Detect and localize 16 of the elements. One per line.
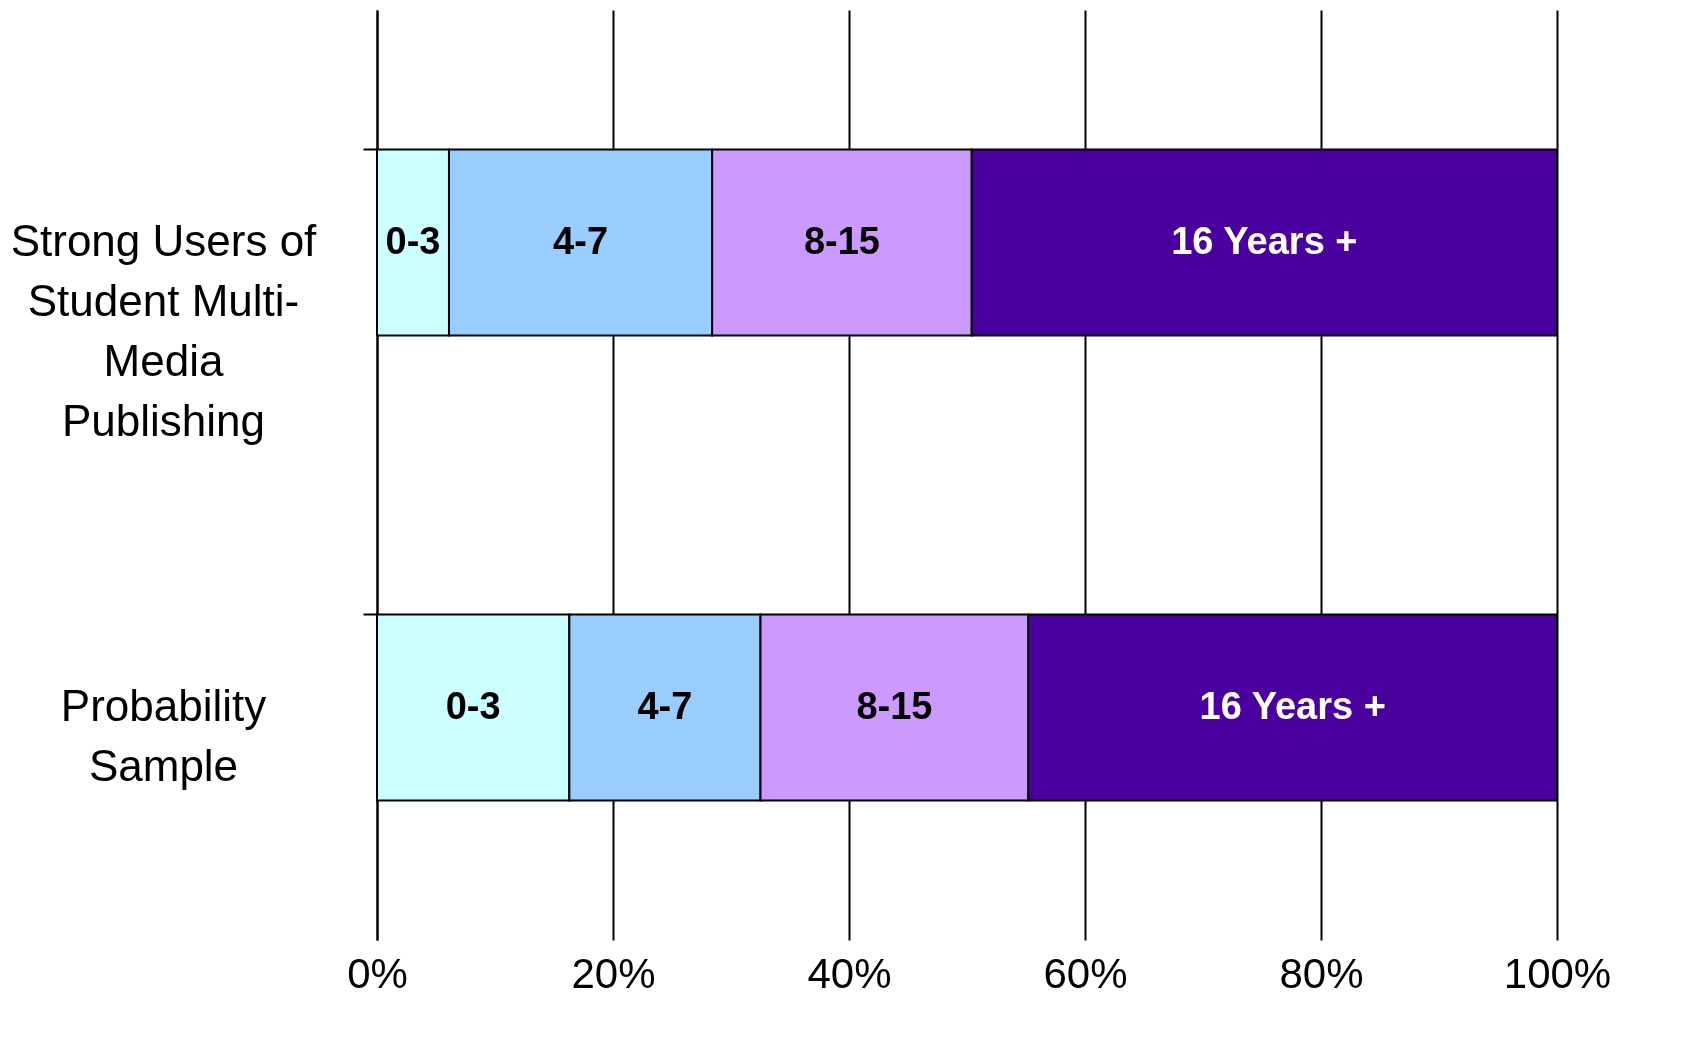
y-tick-label: Strong Users of Student Multi-Media Publishing: [10, 215, 318, 445]
x-tick-label: 80%: [1279, 949, 1364, 997]
text: 8-15: [856, 684, 933, 727]
series-label: 8-15: [803, 219, 880, 262]
text: 0-3: [445, 684, 501, 727]
x-tick-label: 0%: [347, 949, 408, 997]
x-tick-label: 20%: [571, 949, 656, 997]
x-tick-label: 100%: [1503, 949, 1612, 997]
text: 4-7: [553, 219, 609, 262]
series-label: 0-3: [385, 219, 441, 262]
x-tick-label: 40%: [807, 949, 892, 997]
y-tick-label: Probability Sample: [60, 680, 267, 790]
series-label: 16 Years +: [1171, 219, 1358, 262]
x-tick-label: 60%: [1043, 949, 1128, 997]
series-label: 4-7: [637, 684, 693, 727]
text: 16 Years +: [1199, 684, 1386, 727]
